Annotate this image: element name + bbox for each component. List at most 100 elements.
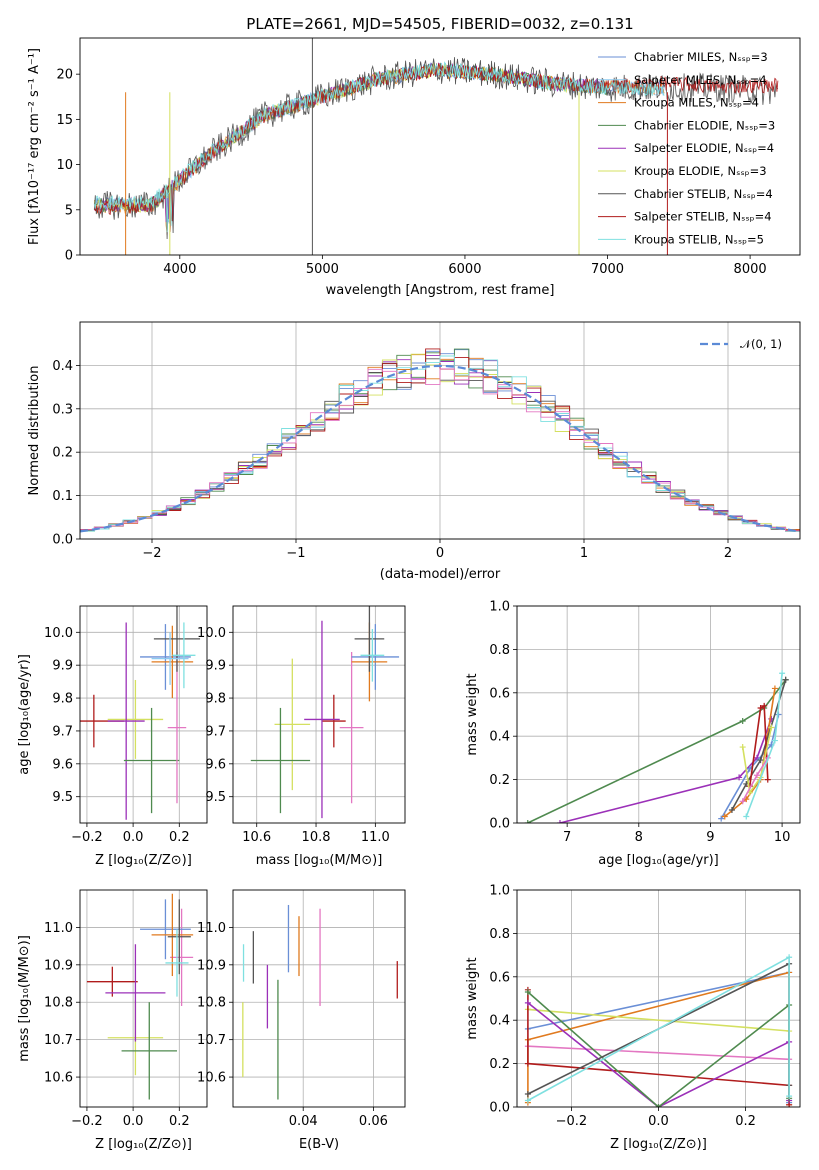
weight-marker [757, 757, 764, 764]
weight-marker [736, 774, 743, 781]
y-axis-label: mass weight [465, 673, 480, 755]
y-tick-label: 0.4 [489, 1014, 510, 1029]
y-tick-label: 9.9 [52, 659, 73, 674]
x-tick-label: 9 [706, 830, 714, 845]
weight-marker [743, 813, 750, 820]
plot-area [524, 954, 793, 1107]
y-tick-label: 0.1 [52, 489, 73, 504]
axes-frame [516, 889, 801, 1108]
x-tick-label: −0.2 [71, 830, 103, 845]
weight-line [527, 679, 787, 823]
weight-marker [739, 744, 746, 751]
weight-marker [754, 772, 761, 779]
axes-frame [79, 37, 801, 256]
plot-area [86, 893, 194, 1100]
x-tick-label: 4000 [163, 262, 196, 277]
histogram-series [80, 368, 800, 532]
y-tick-label: 9.5 [205, 790, 226, 805]
y-tick-label: 0.0 [489, 1101, 510, 1116]
x-tick-label: 8000 [734, 262, 767, 277]
x-axis-label: age [log₁₀(age/yr)] [598, 853, 719, 868]
y-tick-label: 1.0 [489, 600, 510, 615]
x-tick-label: −0.2 [556, 1114, 588, 1129]
x-tick-label: 6000 [448, 262, 481, 277]
legend-label: Chabrier MILES, Nₛₛₚ=3 [634, 50, 768, 64]
legend-label: Salpeter MILES, Nₛₛₚ=4 [634, 73, 767, 87]
weight-marker [782, 676, 789, 683]
y-tick-label: 1.0 [489, 884, 510, 899]
x-tick-label: 0.2 [169, 1114, 190, 1129]
y-tick-label: 10.6 [197, 1071, 226, 1086]
y-tick-label: 10.6 [44, 1071, 73, 1086]
weight-marker [524, 988, 531, 995]
weight-marker [728, 806, 735, 813]
gaussian-curve [80, 364, 800, 533]
weight-line [720, 714, 780, 820]
panel-residuals: −2 −1 0 1 2 0.0 0.1 0.2 0.3 0.4 (data-model)/error… [27, 321, 801, 582]
weight-marker [764, 776, 771, 783]
y-tick-label: 9.9 [205, 659, 226, 674]
y-tick-label: 10.0 [44, 626, 73, 641]
y-axis-label: Flux [fλ10⁻¹⁷ erg cm⁻² s⁻¹ A⁻¹] [27, 48, 42, 245]
y-tick-label: 10.9 [197, 958, 226, 973]
x-tick-label: 11.0 [361, 830, 390, 845]
legend-label: Chabrier STELIB, Nₛₛₚ=4 [634, 187, 773, 201]
y-tick-label: 10.9 [44, 958, 73, 973]
weight-marker [524, 1090, 531, 1097]
weight-line [731, 679, 787, 811]
y-tick-label: 10.8 [197, 996, 226, 1011]
y-tick-label: 0.2 [489, 1057, 510, 1072]
x-tick-label: 10.8 [302, 830, 331, 845]
y-tick-label: 10 [56, 158, 73, 173]
y-tick-label: 20 [56, 68, 73, 83]
weight-marker [556, 820, 563, 823]
weight-marker [721, 813, 728, 820]
x-tick-label: 0.0 [123, 1114, 144, 1129]
x-tick-label: −0.2 [71, 1114, 103, 1129]
y-tick-label: 0.2 [489, 773, 510, 788]
axes-frame [232, 605, 406, 824]
panel-weight-vs-Z: −0.2 0.0 0.2 0.0 0.2 0.4 0.6 0.8 1.0 Z [log₁₀(Z/Z… [465, 884, 801, 1152]
legend-label: Salpeter STELIB, Nₛₛₚ=4 [634, 210, 772, 224]
panel-age-vs-mass: 10.6 10.8 11.0 9.5 9.6 9.7 9.8 9.9 10.0 mass [log… [197, 605, 406, 868]
y-tick-label: 0.6 [489, 970, 510, 985]
legend-label: Salpeter ELODIE, Nₛₛₚ=4 [634, 141, 774, 155]
plot-area [250, 606, 400, 819]
x-axis-label: (data-model)/error [380, 567, 501, 582]
figure-title: PLATE=2661, MJD=54505, FIBERID=0032, z=0… [246, 15, 633, 33]
x-axis-label: Z [log₁₀(Z/Z⊙)] [95, 1137, 192, 1152]
y-tick-label: 9.8 [52, 692, 73, 707]
weight-marker [739, 798, 746, 805]
y-tick-label: 11.0 [44, 921, 73, 936]
weight-marker [524, 999, 531, 1006]
spectrum-line [93, 61, 665, 233]
axes-frame [516, 605, 801, 824]
weight-line [559, 718, 773, 823]
panel-spectrum: 4000 5000 6000 7000 8000 0 5 10 15 20 wavelength [… [27, 37, 801, 298]
legend-label: Chabrier ELODIE, Nₛₛₚ=3 [634, 118, 775, 132]
axes-frame [79, 605, 208, 824]
x-axis-label: wavelength [Angstrom, rest frame] [326, 283, 555, 298]
plot-area [93, 38, 779, 255]
y-axis-label: mass [log₁₀(M/M⊙)] [17, 935, 32, 1062]
y-tick-label: 0.4 [489, 730, 510, 745]
weight-marker [768, 724, 775, 731]
x-tick-label: 0 [436, 546, 444, 561]
weight-marker [655, 1104, 662, 1107]
x-tick-label: 10.6 [242, 830, 271, 845]
y-tick-label: 0.6 [489, 686, 510, 701]
plot-area [524, 670, 789, 823]
x-axis-label: Z [log₁₀(Z/Z⊙)] [610, 1137, 707, 1152]
y-tick-label: 9.7 [52, 724, 73, 739]
panel-mass-vs-Z: −0.2 0.0 0.2 10.6 10.7 10.8 10.9 11.0 Z [log₁₀(Z… [17, 889, 208, 1152]
weight-marker [786, 1093, 793, 1100]
x-tick-label: 0.2 [735, 1114, 756, 1129]
x-axis-label: mass [log₁₀(M/M⊙)] [256, 853, 383, 868]
legend-label: 𝒩(0, 1) [740, 337, 782, 351]
y-tick-label: 0.4 [52, 359, 73, 374]
x-axis-label: E(B-V) [299, 1137, 339, 1152]
y-tick-label: 0.8 [489, 927, 510, 942]
y-tick-label: 0.0 [489, 817, 510, 832]
y-tick-label: 10.7 [197, 1033, 226, 1048]
x-tick-label: 8 [635, 830, 643, 845]
